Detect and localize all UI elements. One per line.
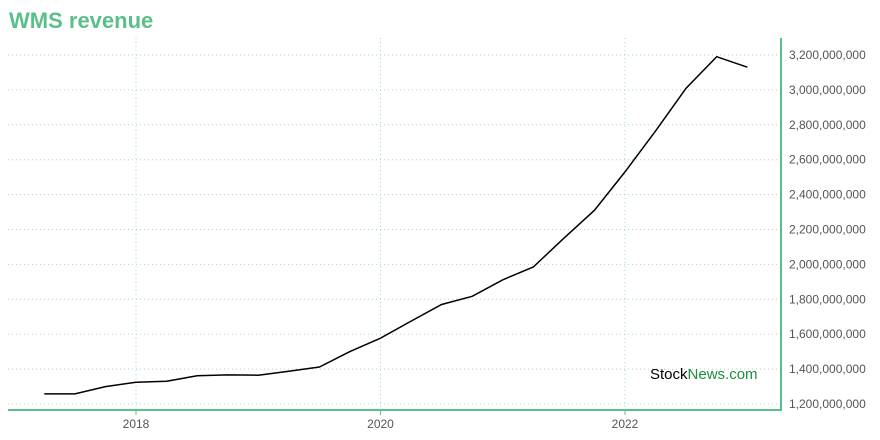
y-tick-label: 2,800,000,000 xyxy=(789,118,866,132)
watermark-part-com: .com xyxy=(725,366,758,383)
x-tick-label: 2020 xyxy=(367,417,394,431)
y-tick-label: 2,200,000,000 xyxy=(789,223,866,237)
y-tick-label: 1,600,000,000 xyxy=(789,327,866,341)
y-tick-label: 1,200,000,000 xyxy=(789,397,866,411)
x-tick-label: 2022 xyxy=(612,417,639,431)
revenue-series-line xyxy=(44,55,748,395)
y-tick-label: 3,200,000,000 xyxy=(789,48,866,62)
watermark-part-news: News xyxy=(688,366,726,383)
chart-title: WMS revenue xyxy=(9,8,154,33)
horizontal-gridlines xyxy=(8,54,781,405)
y-tick-label: 2,600,000,000 xyxy=(789,153,866,167)
y-tick-label: 2,400,000,000 xyxy=(789,188,866,202)
y-tick-label: 2,000,000,000 xyxy=(789,257,866,271)
y-tick-label: 1,400,000,000 xyxy=(789,362,866,376)
stocknews-watermark: StockNews.com xyxy=(650,366,758,383)
y-axis-tick-labels: 1,200,000,000 1,400,000,000 1,600,000,000 1… xyxy=(789,48,866,411)
y-tick-label: 1,800,000,000 xyxy=(789,292,866,306)
x-axis-tick-labels: 2018 2020 2022 xyxy=(123,417,639,431)
y-tick-label: 3,000,000,000 xyxy=(789,83,866,97)
vertical-gridlines xyxy=(135,38,626,415)
watermark-part-stock: Stock xyxy=(650,366,688,383)
x-tick-label: 2018 xyxy=(123,417,150,431)
